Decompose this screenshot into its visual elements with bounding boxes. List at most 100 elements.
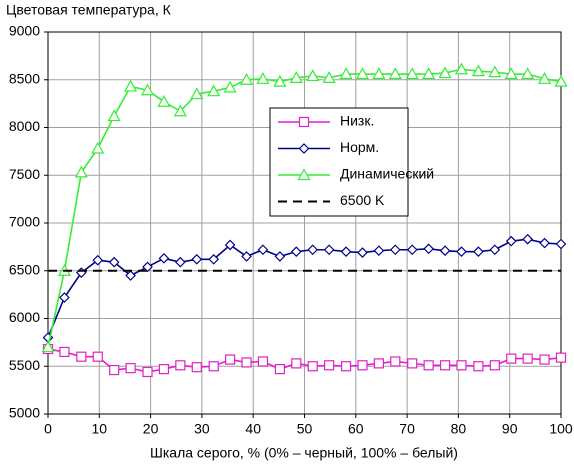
y-tick-label: 5500: [9, 357, 40, 373]
marker: [173, 104, 187, 117]
marker: [240, 73, 254, 85]
marker: [422, 67, 436, 80]
marker: [555, 238, 567, 250]
marker: [158, 364, 170, 375]
marker: [257, 244, 269, 256]
marker: [522, 353, 533, 364]
marker: [125, 270, 136, 281]
marker: [355, 67, 369, 80]
marker: [208, 361, 219, 372]
x-tick-label: 50: [297, 421, 313, 437]
marker: [241, 357, 252, 368]
marker: [489, 244, 501, 256]
marker: [439, 360, 451, 371]
marker: [473, 361, 484, 372]
marker: [439, 245, 451, 257]
marker: [372, 67, 386, 80]
marker: [157, 94, 171, 107]
marker: [324, 360, 335, 371]
marker: [357, 247, 368, 258]
marker: [124, 79, 138, 92]
marker: [76, 351, 87, 362]
marker: [322, 71, 336, 83]
marker: [539, 354, 550, 365]
marker: [208, 253, 220, 265]
y-tick-label: 8000: [9, 118, 40, 134]
marker: [504, 67, 518, 80]
marker: [339, 67, 353, 80]
marker: [225, 354, 236, 365]
marker: [456, 360, 467, 371]
y-tick-label: 5000: [9, 405, 40, 421]
marker: [223, 80, 237, 93]
marker: [373, 245, 385, 257]
marker: [274, 251, 286, 262]
marker: [175, 360, 186, 371]
marker: [92, 254, 104, 266]
marker: [175, 256, 186, 268]
marker: [257, 356, 269, 367]
marker: [241, 251, 252, 262]
marker: [454, 62, 468, 75]
y-tick-label: 7000: [9, 214, 40, 230]
marker: [438, 66, 452, 79]
marker: [298, 143, 310, 154]
y-tick-label: 7500: [9, 166, 40, 182]
marker: [505, 235, 517, 247]
x-tick-label: 60: [348, 421, 364, 437]
marker: [224, 239, 236, 251]
marker: [92, 351, 103, 362]
marker: [389, 244, 401, 256]
marker: [190, 87, 204, 100]
marker: [107, 109, 121, 122]
marker: [273, 74, 287, 87]
marker: [506, 353, 517, 364]
marker: [538, 72, 552, 84]
marker: [158, 252, 170, 264]
plot-frame: [47, 31, 562, 415]
x-tick-label: 70: [399, 421, 415, 437]
chart-title: Цветовая температура, К: [6, 2, 172, 18]
marker: [555, 352, 567, 363]
marker: [471, 64, 485, 77]
legend-label: Низк.: [340, 113, 374, 129]
marker: [291, 358, 302, 369]
marker: [407, 358, 418, 369]
marker: [307, 244, 319, 256]
marker: [340, 246, 352, 257]
y-tick-label: 9000: [9, 23, 40, 39]
marker: [191, 253, 203, 265]
marker: [108, 256, 120, 268]
marker: [554, 74, 568, 87]
marker: [290, 246, 302, 257]
marker: [456, 246, 467, 257]
marker: [141, 83, 155, 96]
x-tick-label: 10: [92, 421, 108, 437]
marker: [340, 361, 352, 372]
marker: [191, 362, 202, 373]
x-tick-label: 20: [143, 421, 159, 437]
marker: [405, 67, 419, 80]
x-axis-label: Шкала серого, % (0% – черный, 100% – бел…: [150, 445, 458, 461]
marker: [59, 292, 70, 303]
marker: [373, 358, 384, 369]
marker: [388, 67, 402, 80]
marker: [74, 165, 88, 178]
x-tick-label: 30: [194, 421, 210, 437]
x-tick-label: 80: [451, 421, 467, 437]
marker: [289, 71, 303, 83]
marker: [357, 360, 368, 371]
marker: [489, 360, 500, 371]
marker: [142, 366, 153, 378]
marker: [423, 360, 434, 371]
y-tick-label: 6500: [9, 261, 40, 277]
marker: [406, 244, 418, 256]
legend-box: [269, 107, 409, 217]
marker: [91, 141, 105, 154]
marker: [109, 364, 120, 376]
marker: [521, 67, 535, 80]
legend-label: 6500 K: [340, 192, 385, 208]
marker: [274, 364, 285, 375]
marker: [207, 84, 221, 97]
